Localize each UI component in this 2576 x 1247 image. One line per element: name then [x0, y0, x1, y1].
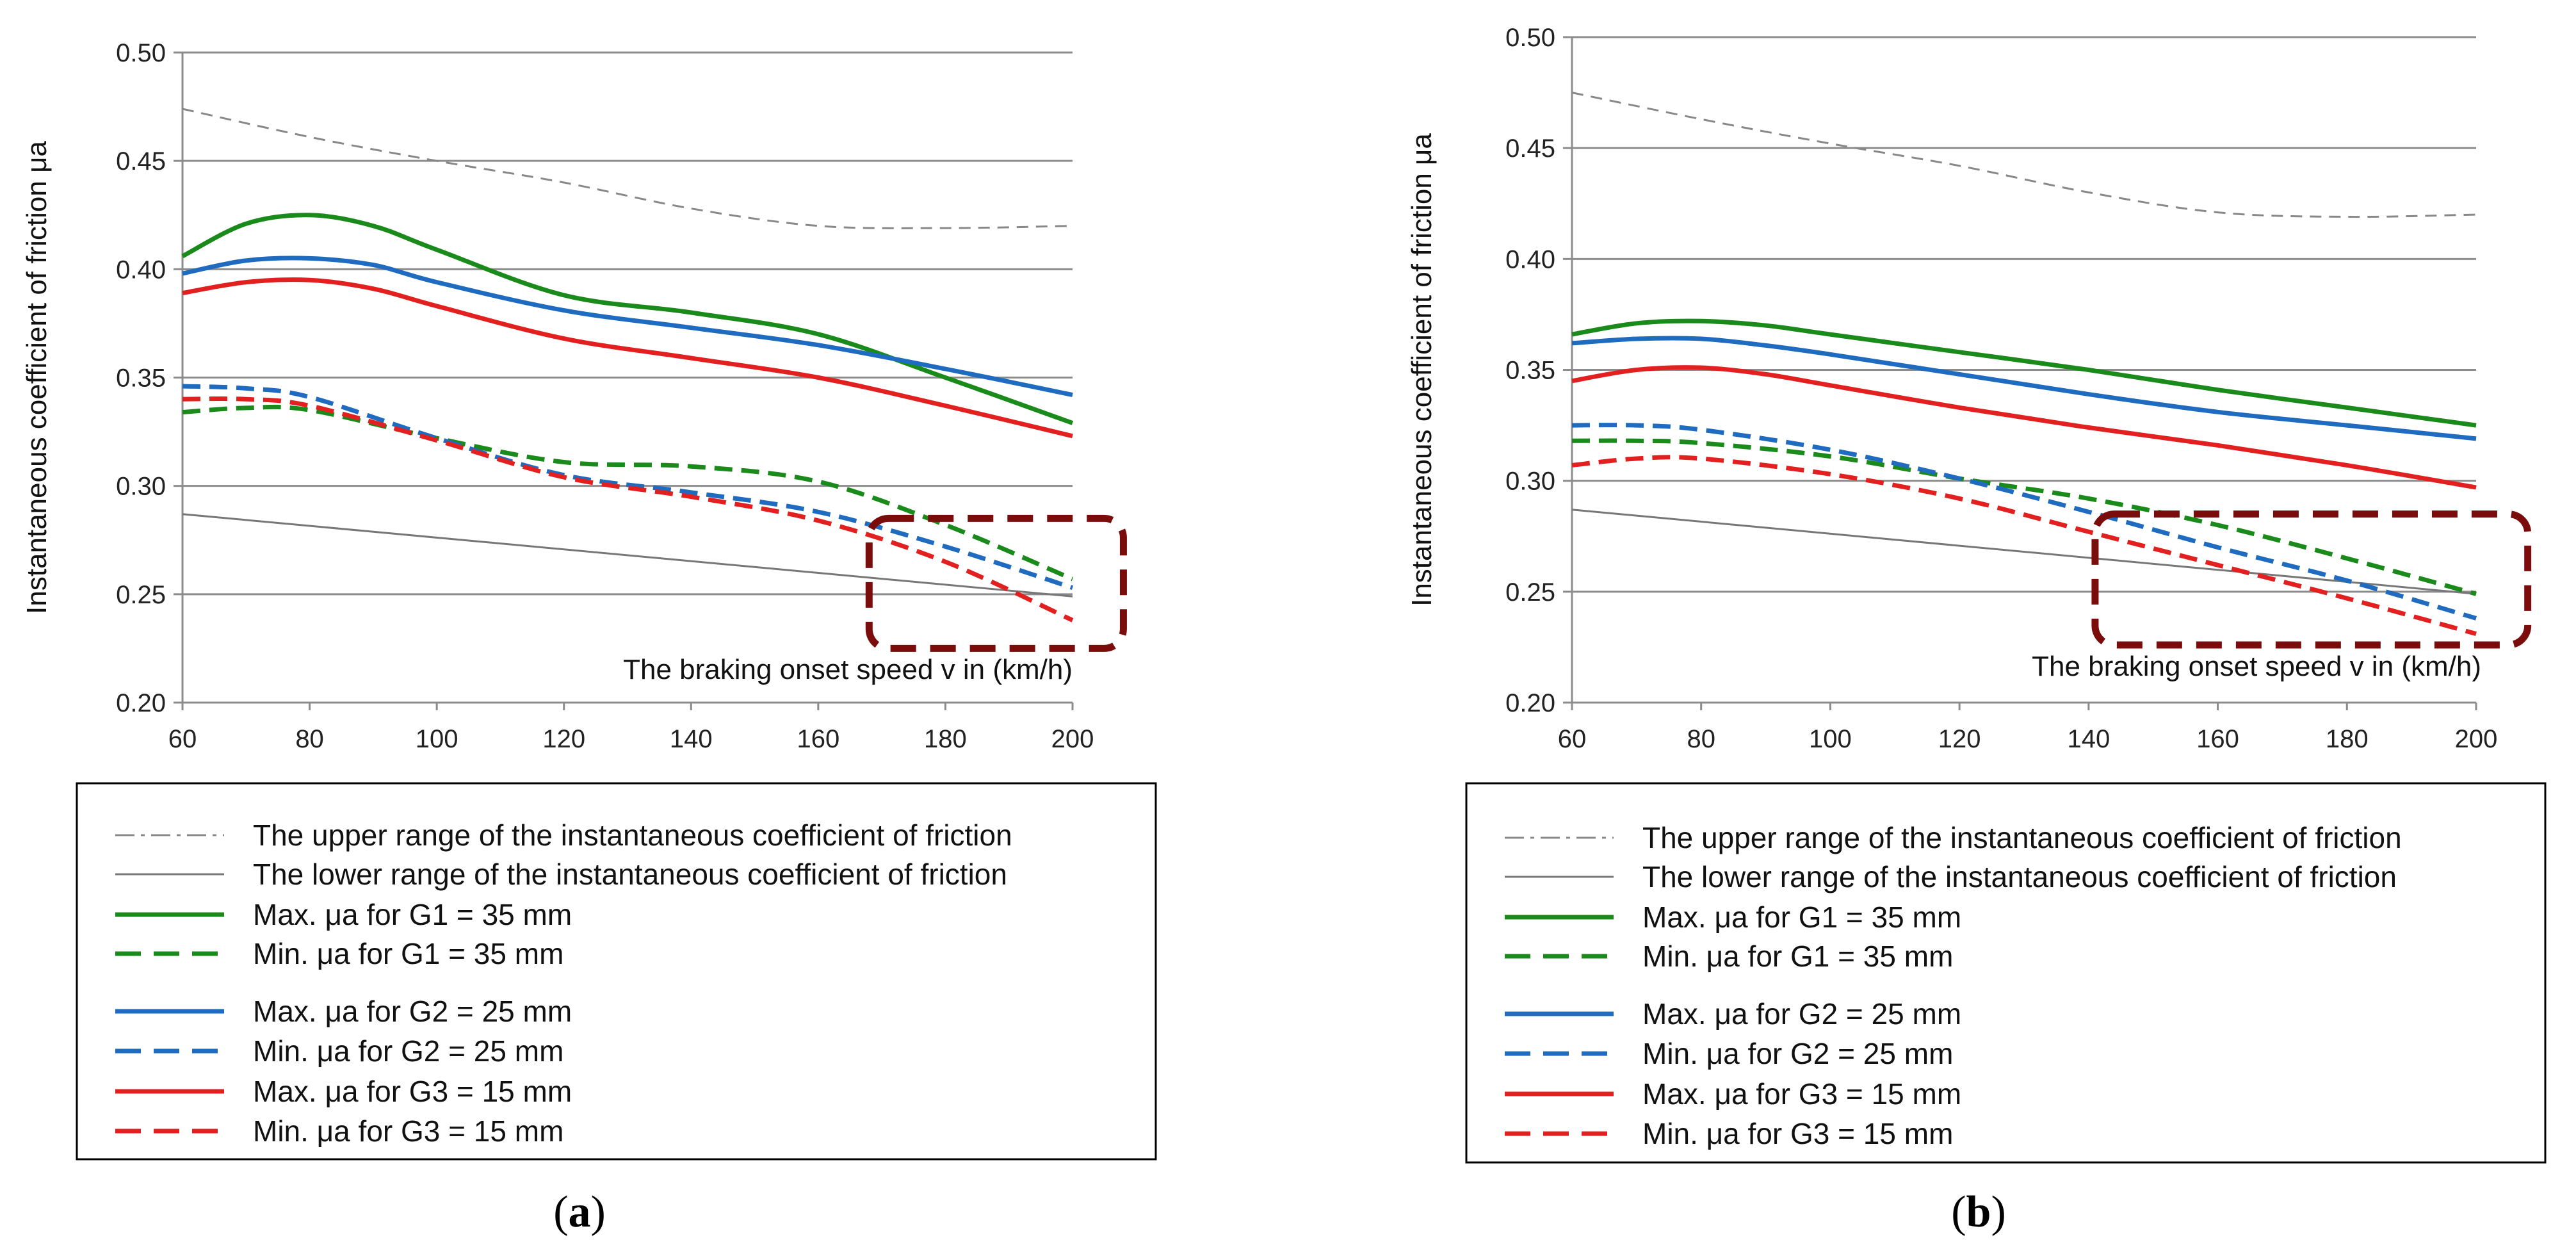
x-tick-label: 160 — [797, 725, 839, 753]
x-tick-label: 200 — [1051, 725, 1094, 753]
legend-label-min_g2: Min. μa for G2 = 25 mm — [1642, 1037, 1953, 1070]
series-line-min_g1 — [1571, 438, 2477, 596]
legend-label-upper: The upper range of the instantaneous coe… — [1642, 821, 2402, 854]
y-tick-label: 0.30 — [1505, 468, 1555, 496]
x-tick-label: 180 — [924, 725, 967, 753]
legend-label-min_g3: Min. μa for G3 = 15 mm — [253, 1114, 563, 1148]
legend-label-max_g3: Max. μa for G3 = 15 mm — [1642, 1077, 1961, 1111]
y-tick-label: 0.35 — [1505, 357, 1555, 385]
legend-box — [1465, 782, 2547, 1164]
x-tick-label: 200 — [2455, 725, 2498, 753]
x-tick-label: 140 — [2067, 725, 2110, 753]
chart-panel-a: 0.20 0.25 0.30 0.35 0.40 0.45 0.50 60 80 100 120 14… — [21, 39, 1157, 1237]
legend-label-min_g1: Min. μa for G1 = 35 mm — [253, 937, 563, 970]
y-tick-label: 0.20 — [1505, 689, 1555, 717]
series-line-min_g3 — [182, 396, 1074, 623]
series-line-max_g3 — [182, 277, 1073, 439]
series-line-min_g2 — [1571, 423, 2477, 621]
legend-label-max_g1: Max. μa for G1 = 35 mm — [1642, 901, 1961, 934]
legend-label-min_g2: Min. μa for G2 = 25 mm — [253, 1034, 563, 1068]
legend-label-upper: The upper range of the instantaneous coe… — [253, 819, 1012, 852]
legend-label-lower: The lower range of the instantaneous coe… — [1642, 860, 2397, 893]
y-tick-label: 0.40 — [1505, 245, 1555, 273]
y-tick-label: 0.25 — [116, 581, 166, 609]
legend-label-min_g3: Min. μa for G3 = 15 mm — [1642, 1117, 1953, 1150]
x-tick-label: 80 — [1687, 725, 1715, 753]
x-tick-label: 140 — [670, 725, 713, 753]
series-line-max_g3 — [1571, 365, 2477, 490]
panel-caption: (b) — [1951, 1187, 2006, 1237]
series-line-upper — [182, 108, 1073, 229]
y-tick-label: 0.40 — [116, 256, 166, 284]
x-tick-label: 120 — [1938, 725, 1981, 753]
y-tick-label: 0.25 — [1505, 578, 1555, 607]
y-tick-label: 0.45 — [1505, 134, 1555, 163]
legend-label-max_g2: Max. μa for G2 = 25 mm — [253, 995, 572, 1028]
panel-caption: (a) — [553, 1187, 606, 1237]
series-line-min_g1 — [182, 404, 1074, 582]
highlight-region — [2091, 510, 2532, 649]
x-tick-label: 100 — [1809, 725, 1852, 753]
legend-label-max_g1: Max. μa for G1 = 35 mm — [253, 898, 572, 931]
x-tick-label: 60 — [168, 725, 197, 753]
legend-label-max_g2: Max. μa for G2 = 25 mm — [1642, 997, 1961, 1031]
series-line-lower — [1571, 509, 2477, 595]
legend-box — [76, 782, 1157, 1161]
series-line-max_g2 — [182, 256, 1073, 398]
highlight-region — [865, 514, 1127, 652]
legend-label-lower: The lower range of the instantaneous coe… — [253, 858, 1007, 891]
y-tick-label: 0.35 — [116, 364, 166, 393]
x-tick-label: 180 — [2326, 725, 2369, 753]
y-axis-title: Instantaneous coefficient of friction μa — [1406, 133, 1438, 607]
chart-panel-b: 0.20 0.25 0.30 0.35 0.40 0.45 0.50 60 80 100 120 14… — [1406, 24, 2547, 1237]
legend-label-min_g1: Min. μa for G1 = 35 mm — [1642, 940, 1953, 973]
series-line-min_g3 — [1571, 455, 2477, 636]
x-tick-label: 120 — [542, 725, 585, 753]
x-tick-label: 60 — [1558, 725, 1587, 753]
y-tick-label: 0.30 — [116, 473, 166, 501]
y-axis-title: Instantaneous coefficient of friction μa — [21, 141, 53, 614]
series-line-max_g1 — [1571, 318, 2477, 428]
series-line-upper — [1571, 92, 2477, 218]
x-axis-title: The braking onset speed v in (km/h) — [2032, 651, 2481, 682]
series-line-min_g2 — [182, 384, 1074, 591]
series-line-lower — [182, 513, 1073, 598]
y-tick-label: 0.20 — [116, 689, 166, 717]
y-tick-label: 0.50 — [116, 39, 166, 67]
legend-label-max_g3: Max. μa for G3 = 15 mm — [253, 1075, 572, 1108]
x-axis-title: The braking onset speed v in (km/h) — [623, 654, 1073, 685]
x-tick-label: 100 — [416, 725, 458, 753]
series-line-max_g2 — [1571, 336, 2477, 441]
y-tick-label: 0.45 — [116, 147, 166, 175]
y-tick-label: 0.50 — [1505, 24, 1555, 52]
x-tick-label: 80 — [295, 725, 324, 753]
x-tick-label: 160 — [2196, 725, 2239, 753]
